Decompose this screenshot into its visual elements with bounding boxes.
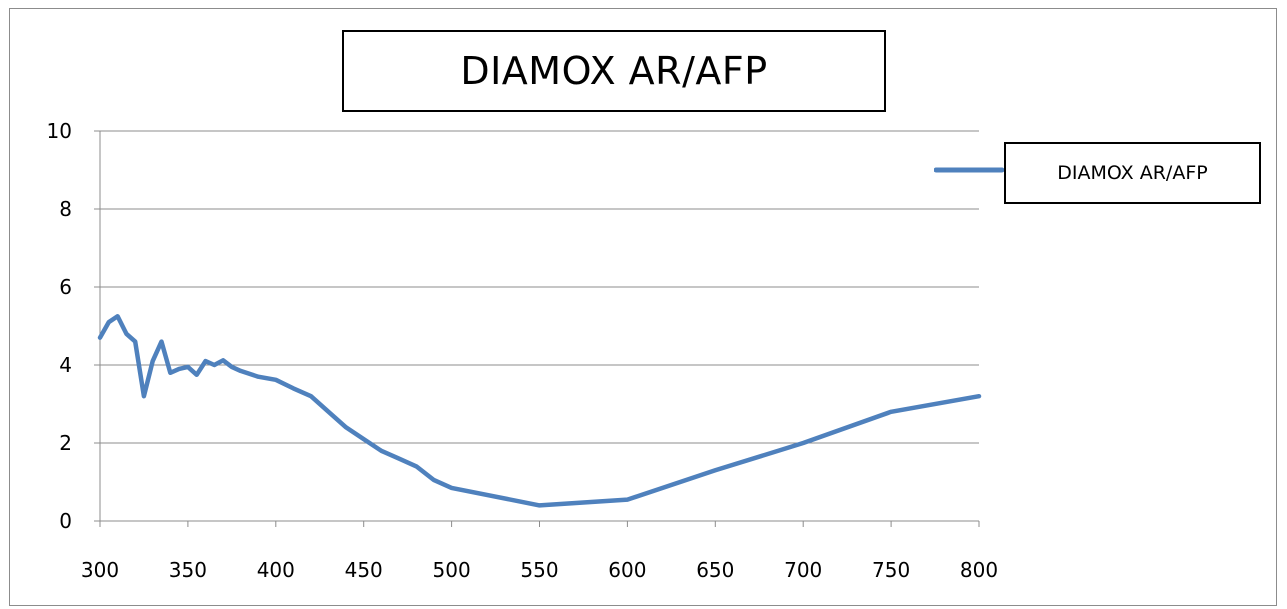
chart-title-box: DIAMOX AR/AFP	[342, 30, 886, 112]
legend-swatch	[934, 167, 1004, 173]
x-tick-label: 600	[608, 558, 646, 582]
x-tick-label: 450	[345, 558, 383, 582]
y-tick-label: 8	[59, 197, 72, 221]
tick-labels: 0 2 4 6 8 10 300 350 400 450 500 550 600 650 700 750 800	[47, 119, 999, 582]
x-tick-label: 500	[433, 558, 471, 582]
x-tick-label: 650	[696, 558, 734, 582]
x-tick-label: 350	[169, 558, 207, 582]
gridlines	[100, 130, 979, 444]
x-tick-label: 750	[872, 558, 910, 582]
x-tick-label: 800	[960, 558, 998, 582]
chart-title: DIAMOX AR/AFP	[460, 49, 768, 93]
series-line	[97, 314, 982, 508]
series-layer	[97, 314, 982, 508]
y-tick-label: 6	[59, 275, 72, 299]
legend: DIAMOX AR/AFP	[1004, 142, 1261, 204]
x-tick-label: 550	[520, 558, 558, 582]
x-tick-label: 400	[257, 558, 295, 582]
y-tick-label: 2	[59, 431, 72, 455]
y-tick-label: 0	[59, 509, 72, 533]
y-tick-label: 10	[47, 119, 72, 143]
y-tick-label: 4	[59, 353, 72, 377]
x-tick-label: 700	[784, 558, 822, 582]
x-tick-label: 300	[81, 558, 119, 582]
axes	[94, 130, 980, 527]
legend-entry-label: DIAMOX AR/AFP	[1057, 162, 1208, 184]
